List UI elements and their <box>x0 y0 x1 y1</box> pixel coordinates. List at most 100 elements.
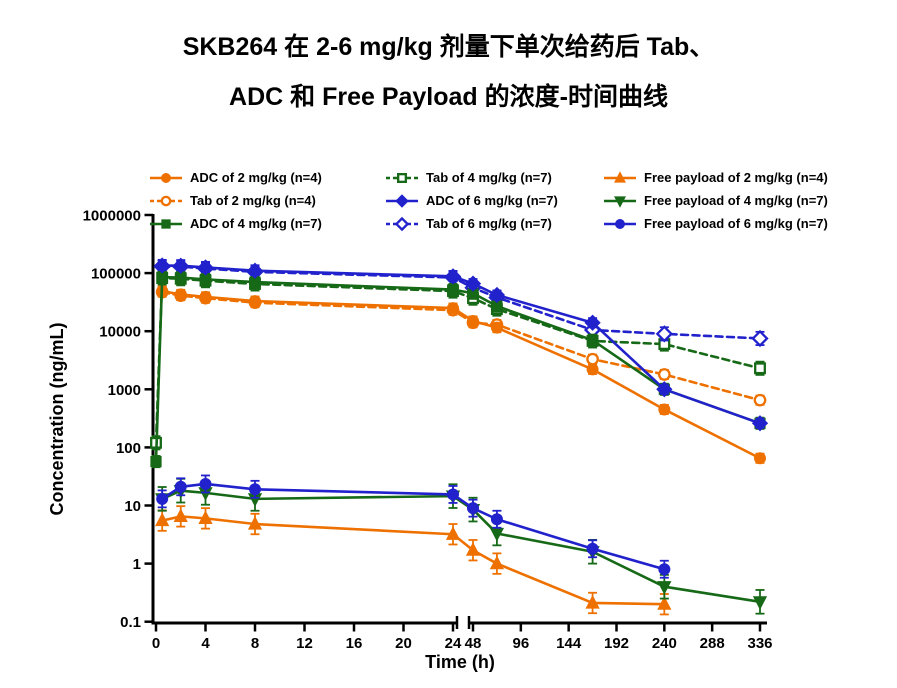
legend-label: Free payload of 4 mg/kg (n=7) <box>644 193 828 208</box>
triangle-up-marker-icon <box>198 510 213 524</box>
y-tick-label: 1000000 <box>83 208 141 225</box>
circle-marker-icon <box>174 480 187 493</box>
x-tick-label: 96 <box>512 635 529 652</box>
circle-marker-icon <box>490 513 503 526</box>
square-marker-icon <box>156 271 168 283</box>
triangle-up-marker-icon <box>614 170 626 183</box>
x-tick-label: 20 <box>395 635 412 652</box>
diamond-marker-icon <box>154 257 171 274</box>
circle-marker-icon <box>615 218 625 229</box>
y-tick-label: 100000 <box>91 266 141 283</box>
circle-marker-icon <box>249 483 262 496</box>
x-tick-label: 4 <box>201 635 210 652</box>
legend-label: ADC of 2 mg/kg (n=4) <box>190 170 322 185</box>
legend-item: Tab of 2 mg/kg (n=4) <box>149 189 385 212</box>
y-tick-label: 10 <box>124 498 141 515</box>
diamond-marker-icon <box>488 286 506 304</box>
x-tick-label: 16 <box>346 635 363 652</box>
legend-item: ADC of 6 mg/kg (n=7) <box>385 189 603 212</box>
x-tick-label: 192 <box>604 635 629 652</box>
diamond-marker-icon <box>464 275 482 292</box>
series-free-payload-of-2-mg-kg-n-4 <box>155 505 672 616</box>
open-diamond-marker-icon <box>655 325 673 343</box>
legend-label: Free payload of 2 mg/kg (n=4) <box>644 170 828 185</box>
series-line <box>160 289 762 460</box>
triangle-up-marker-icon <box>585 594 600 609</box>
legend-label: Tab of 6 mg/kg (n=7) <box>426 216 552 231</box>
triangle-down-marker-icon <box>657 581 672 595</box>
diamond-marker-icon <box>172 257 189 274</box>
diamond-marker-icon <box>444 268 462 285</box>
plot-area: 0.1 1 10 100 1000 10000 100000 1000000 0 4 8 12 16 20… <box>83 208 773 653</box>
chart-title: SKB264 在 2-6 mg/kg 剂量下单次给药后 Tab、 ADC 和 F… <box>0 22 897 122</box>
circle-marker-icon <box>446 302 459 315</box>
axes: 0.1 1 10 100 1000 10000 100000 1000000 0 4 8 12 16 20… <box>83 208 773 653</box>
legend-marker-icon <box>150 172 182 183</box>
x-tick-label: 336 <box>747 635 772 652</box>
square-marker-icon <box>199 273 212 285</box>
x-tick-label: 0 <box>152 635 160 652</box>
legend-label: ADC of 6 mg/kg (n=7) <box>426 193 558 208</box>
legend-marker-icon <box>604 195 636 208</box>
x-tick-label: 288 <box>700 635 725 652</box>
x-tick-label: 144 <box>556 635 582 652</box>
triangle-up-marker-icon <box>657 596 672 610</box>
square-marker-icon <box>175 271 187 284</box>
open-circle-marker-icon <box>657 368 671 381</box>
circle-marker-icon <box>586 542 599 555</box>
chart-title-line-1: SKB264 在 2-6 mg/kg 剂量下单次给药后 Tab、 <box>182 33 715 61</box>
triangle-up-marker-icon <box>465 542 481 556</box>
legend-item: ADC of 2 mg/kg (n=4) <box>149 166 385 189</box>
circle-marker-icon <box>174 288 187 301</box>
y-tick-label: 10000 <box>99 324 141 341</box>
legend-label: ADC of 4 mg/kg (n=7) <box>190 216 322 231</box>
open-diamond-marker-icon <box>751 329 769 348</box>
y-tick-label: 0.1 <box>120 614 141 631</box>
x-axis-title: Time (h) <box>425 652 495 672</box>
series-tab-of-4-mg-kg-n-7 <box>150 270 766 451</box>
circle-marker-icon <box>753 452 766 465</box>
legend-marker-icon <box>386 216 418 231</box>
legend-item: Tab of 6 mg/kg (n=7) <box>385 212 603 235</box>
series-adc-of-2-mg-kg-n-4 <box>156 285 766 465</box>
circle-marker-icon <box>199 477 212 490</box>
series-adc-of-6-mg-kg-n-7 <box>154 257 769 432</box>
legend-marker-icon <box>150 195 182 206</box>
square-marker-icon <box>586 334 599 346</box>
open-square-marker-icon <box>754 362 766 375</box>
open-square-marker-icon <box>397 172 407 183</box>
triangle-down-marker-icon <box>614 195 626 208</box>
circle-marker-icon <box>249 295 262 308</box>
series-line <box>160 290 762 402</box>
open-diamond-marker-icon <box>394 216 410 231</box>
chart-title-line-2: ADC 和 Free Payload 的浓度-时间曲线 <box>229 83 668 111</box>
triangle-up-marker-icon <box>445 526 461 540</box>
legend-label: Tab of 4 mg/kg (n=7) <box>426 170 552 185</box>
circle-marker-icon <box>446 488 459 501</box>
legend-item: Tab of 4 mg/kg (n=7) <box>385 166 603 189</box>
legend-item: Free payload of 2 mg/kg (n=4) <box>603 166 828 189</box>
x-tick-label: 48 <box>465 635 482 652</box>
diamond-marker-icon <box>656 381 673 398</box>
open-circle-marker-icon <box>160 195 172 206</box>
y-axis-title: Concentration (ng/mL) <box>47 323 67 516</box>
y-tick-label: 100 <box>116 440 141 457</box>
y-tick-label: 1000 <box>108 382 141 399</box>
series-line <box>160 489 762 604</box>
triangle-down-marker-icon <box>752 596 768 610</box>
triangle-down-marker-icon <box>489 527 505 542</box>
open-circle-marker-icon <box>586 352 599 366</box>
y-tick-label: 1 <box>133 556 141 573</box>
triangle-up-marker-icon <box>173 508 188 522</box>
diamond-marker-icon <box>246 262 264 279</box>
circle-marker-icon <box>199 290 212 303</box>
triangle-up-marker-icon <box>489 555 505 570</box>
legend-marker-icon <box>604 170 636 183</box>
x-tick-label: 12 <box>296 635 313 652</box>
diamond-marker-icon <box>584 314 601 331</box>
circle-marker-icon <box>658 403 671 416</box>
square-marker-icon <box>161 218 171 229</box>
square-marker-icon <box>150 455 162 468</box>
diamond-marker-icon <box>751 415 769 432</box>
